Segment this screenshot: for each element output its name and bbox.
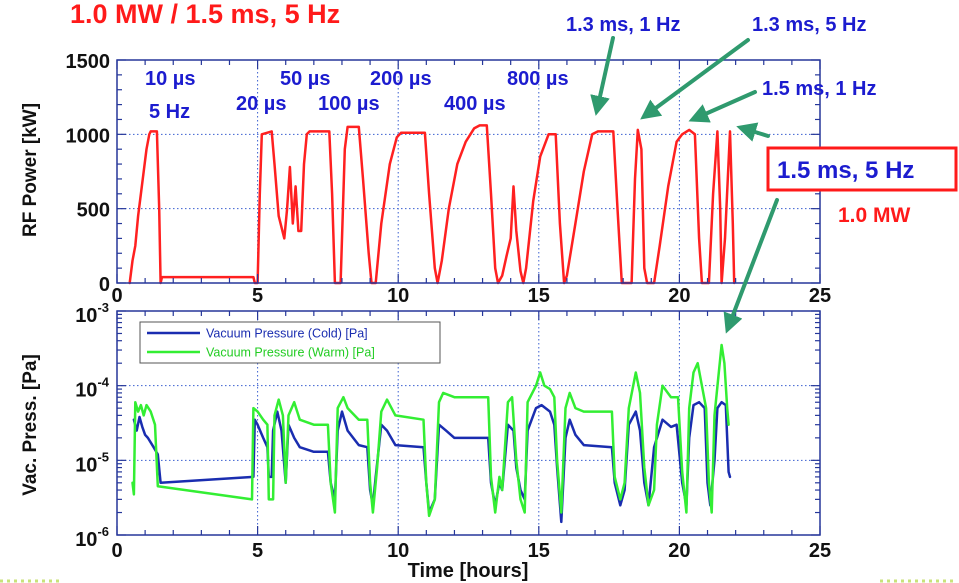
- callout-power-label: 1.0 MW: [838, 204, 911, 227]
- annotation-400us: 400 µs: [444, 93, 506, 115]
- vacuum-pressure-x-tick-label: 25: [809, 540, 831, 562]
- time-x-axis-label: Time [hours]: [408, 560, 529, 582]
- vacuum-pressure-y-tick-label: 10-3: [75, 300, 109, 327]
- vacuum-pressure-x-tick-label: 10: [387, 540, 409, 562]
- annotation-1-3ms-1hz: 1.3 ms, 1 Hz: [566, 14, 681, 36]
- annotation-800us: 800 µs: [507, 68, 569, 90]
- rf-power-y-tick-label: 1500: [66, 51, 111, 73]
- rf-power-y-axis-label: RF Power [kW]: [20, 103, 41, 237]
- vacuum-pressure-y-tick-label-base: 10: [75, 454, 97, 476]
- vacuum-pressure-y-tick-label-exponent: -3: [97, 300, 109, 315]
- annotation-200us: 200 µs: [370, 68, 432, 90]
- rf-power-y-tick-label: 1000: [66, 125, 111, 147]
- legend-label-cold: Vacuum Pressure (Cold) [Pa]: [206, 327, 368, 341]
- vacuum-pressure-y-tick-label: 10-4: [75, 375, 110, 402]
- vacuum-pressure-y-tick-label: 10-6: [75, 524, 109, 551]
- vacuum-pressure-ticks: [116, 310, 821, 536]
- rf-power-x-tick-label: 15: [528, 285, 550, 307]
- annotation-10us: 10 µs: [145, 68, 195, 90]
- rf-power-x-tick-label: 20: [668, 285, 690, 307]
- rf-power-x-tick-label: 5: [252, 285, 263, 307]
- legend-label-warm: Vacuum Pressure (Warm) [Pa]: [206, 346, 375, 360]
- arrow-1-5ms-1hz: [688, 90, 757, 123]
- rf-power-x-tick-label: 25: [809, 285, 831, 307]
- arrow-1-3ms-1hz: [590, 36, 615, 116]
- highlight-callout: 1.5 ms, 5 Hz 1.0 MW: [766, 146, 958, 227]
- callout-label: 1.5 ms, 5 Hz: [777, 157, 914, 184]
- annotation-100us: 100 µs: [318, 93, 380, 115]
- vacuum-pressure-y-tick-label-exponent: -5: [97, 449, 109, 464]
- rf-power-y-tick-label: 500: [77, 200, 110, 222]
- vacuum-pressure-x-tick-label: 20: [668, 540, 690, 562]
- pulse-annotations: 10 µs 5 Hz 50 µs 200 µs 800 µs 20 µs 100…: [145, 14, 877, 123]
- legend-box: [139, 321, 441, 364]
- annotation-1-3ms-5hz: 1.3 ms, 5 Hz: [752, 14, 867, 36]
- rf-power-tick-labels: 0 5 10 15 20 25 0 500 1000 1500: [66, 51, 832, 307]
- rf-power-panel: 0 5 10 15 20 25 0 500 1000 1500: [66, 51, 832, 307]
- rf-power-x-tick-label: 10: [387, 285, 409, 307]
- arrow-1-5ms-5hz-power: [736, 122, 770, 142]
- vacuum-pressure-y-tick-label-base: 10: [75, 529, 97, 551]
- vacuum-pressure-x-tick-label: 0: [111, 540, 122, 562]
- headline: 1.0 MW / 1.5 ms, 5 Hz: [70, 0, 340, 29]
- rf-power-x-tick-label: 0: [111, 285, 122, 307]
- annotation-20us: 20 µs: [236, 93, 286, 115]
- vacuum-pressure-y-axis-label: Vac. Press. [Pa]: [20, 354, 41, 496]
- annotation-1-5ms-1hz: 1.5 ms, 1 Hz: [762, 78, 877, 100]
- vacuum-pressure-y-tick-label-exponent: -4: [97, 375, 109, 390]
- vacuum-pressure-y-tick-label: 10-5: [75, 449, 109, 476]
- annotation-arrows: [590, 36, 779, 334]
- vacuum-pressure-frame: [116, 310, 821, 536]
- rf-power-y-tick-label: 0: [99, 274, 110, 296]
- vacuum-pressure-y-tick-label-base: 10: [75, 380, 97, 402]
- callout-box: [766, 146, 958, 192]
- annotation-50us: 50 µs: [280, 68, 330, 90]
- arrow-1-5ms-5hz-pressure: [723, 198, 779, 334]
- arrow-1-3ms-5hz: [640, 38, 750, 120]
- vacuum-pressure-y-tick-label-exponent: -6: [97, 524, 109, 539]
- vacuum-pressure-series-line-warm: [131, 343, 730, 518]
- vacuum-pressure-y-tick-label-base: 10: [75, 305, 97, 327]
- legend: Vacuum Pressure (Cold) [Pa] Vacuum Press…: [139, 321, 441, 364]
- annotation-5hz: 5 Hz: [149, 101, 190, 123]
- vacuum-pressure-x-tick-label: 15: [528, 540, 550, 562]
- rf-power-grid: [117, 60, 820, 283]
- vacuum-pressure-x-tick-label: 5: [252, 540, 263, 562]
